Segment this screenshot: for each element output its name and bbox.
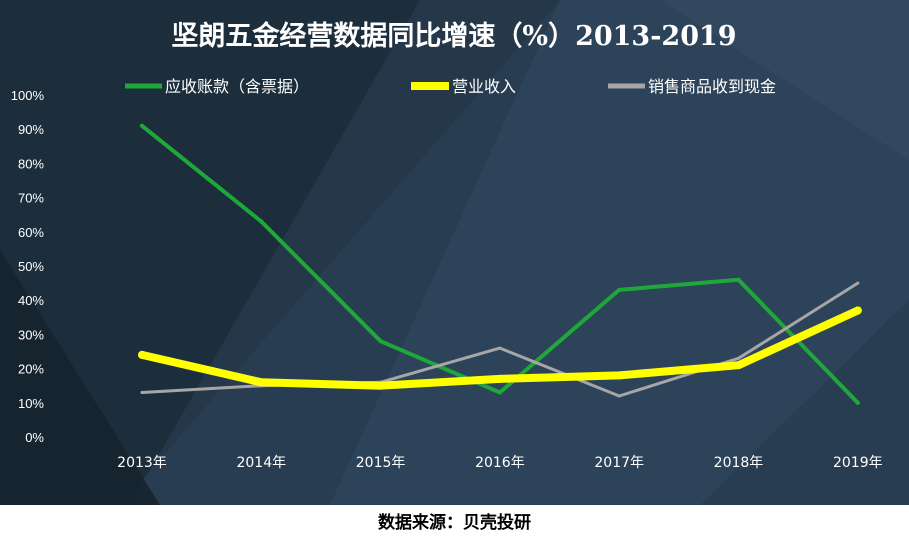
x-tick-label: 2016年 [475,455,525,471]
data-point [737,356,740,360]
y-tick-label: 100% [11,88,45,103]
x-axis: 2013年 2014年 2015年 2016年 2017年 2018年 2019年 [117,455,882,471]
chart-title: 坚朗五金经营数据同比增速（%）2013-2019 [171,20,736,52]
legend-item-cash-received: 销售商品收到现金 [608,77,776,96]
chart-panel: 坚朗五金经营数据同比增速（%）2013-2019 应收账款（含票据） 营业收入 … [0,0,909,505]
y-tick-label: 50% [18,259,44,274]
x-tick-label: 2019年 [833,455,883,471]
y-tick-label: 90% [18,122,44,137]
data-point [497,390,502,395]
x-tick-label: 2018年 [714,455,764,471]
y-tick-label: 70% [18,191,44,206]
legend-label-cash-received: 销售商品收到现金 [648,77,776,96]
data-point [736,277,741,282]
data-point [855,400,860,405]
data-point [257,378,266,387]
background-decoration [0,0,909,505]
legend-item-receivables: 应收账款（含票据） [125,77,309,96]
plot-lines [138,123,862,405]
y-axis: 0% 10% 20% 30% 40% 50% 60% 70% 80% 90% 100% [11,88,45,445]
x-tick-label: 2013年 [117,455,167,471]
data-point [259,219,264,224]
data-point [856,281,860,285]
data-point [615,371,624,380]
data-point [498,346,502,350]
legend-label-revenue: 营业收入 [452,77,516,96]
data-point [140,123,144,128]
y-tick-label: 60% [18,225,44,240]
legend-label-receivables: 应收账款（含票据） [165,77,309,96]
x-tick-label: 2014年 [236,455,286,471]
y-tick-label: 10% [18,396,44,411]
y-tick-label: 20% [18,362,44,377]
data-point [617,287,622,292]
y-tick-label: 40% [18,293,44,308]
y-tick-label: 0% [25,430,44,445]
x-tick-label: 2017年 [594,455,644,471]
chart-svg: 坚朗五金经营数据同比增速（%）2013-2019 应收账款（含票据） 营业收入 … [0,0,909,505]
data-point [138,350,146,359]
data-point [140,391,144,395]
legend: 应收账款（含票据） 营业收入 销售商品收到现金 [125,77,776,96]
y-tick-label: 30% [18,327,44,342]
x-tick-label: 2015年 [356,455,406,471]
y-tick-label: 80% [18,156,44,171]
data-point [734,361,743,370]
data-point [617,394,621,398]
data-point [378,339,383,344]
data-point [853,306,862,315]
data-point [376,381,385,390]
source-note: 数据来源：贝壳投研 [378,513,531,533]
legend-item-revenue: 营业收入 [411,77,516,96]
data-point [495,374,504,383]
